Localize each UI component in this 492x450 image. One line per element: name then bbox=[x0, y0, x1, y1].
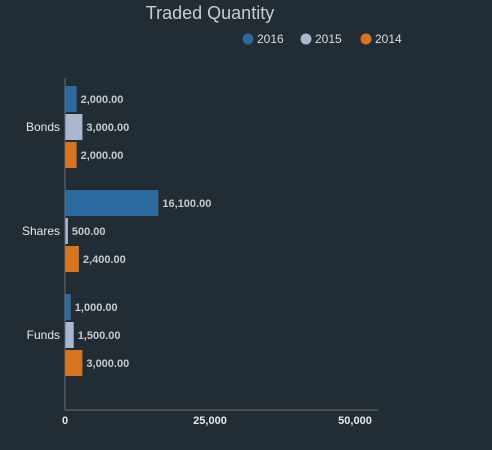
x-tick-label-0: 0 bbox=[62, 415, 68, 427]
data-label-bonds-2015: 3,000.00 bbox=[86, 122, 129, 134]
bar-funds-2015 bbox=[65, 322, 74, 348]
legend-label-2016: 2016 bbox=[257, 32, 284, 46]
data-label-shares-2014: 2,400.00 bbox=[83, 254, 126, 266]
data-label-funds-2015: 1,500.00 bbox=[78, 330, 121, 342]
legend-marker-2016 bbox=[242, 33, 254, 45]
data-label-funds-2016: 1,000.00 bbox=[75, 302, 118, 314]
data-label-bonds-2016: 2,000.00 bbox=[81, 94, 124, 106]
bar-shares-2014 bbox=[65, 246, 79, 272]
category-label-funds: Funds bbox=[27, 328, 60, 342]
x-tick-label-25000: 25,000 bbox=[193, 415, 227, 427]
bar-bonds-2014 bbox=[65, 142, 77, 168]
category-label-shares: Shares bbox=[22, 224, 60, 238]
x-tick-label-50000: 50,000 bbox=[338, 415, 372, 427]
data-label-bonds-2014: 2,000.00 bbox=[81, 150, 124, 162]
data-label-funds-2014: 3,000.00 bbox=[86, 358, 129, 370]
bar-shares-2015 bbox=[65, 218, 68, 244]
data-label-shares-2016: 16,100.00 bbox=[162, 198, 211, 210]
data-label-shares-2015: 500.00 bbox=[72, 226, 106, 238]
bar-bonds-2015 bbox=[65, 114, 83, 140]
bar-funds-2014 bbox=[65, 350, 83, 376]
category-label-bonds: Bonds bbox=[26, 120, 60, 134]
bar-shares-2016 bbox=[65, 190, 159, 216]
legend-label-2014: 2014 bbox=[375, 32, 402, 46]
legend-marker-2015 bbox=[300, 33, 312, 45]
legend: 2016 2015 2014 bbox=[242, 32, 402, 46]
plot-area: 2,000.00 3,000.00 2,000.00 Bonds 16,100.00 50… bbox=[22, 78, 378, 427]
bar-bonds-2016 bbox=[65, 86, 77, 112]
bar-funds-2016 bbox=[65, 294, 71, 320]
legend-marker-2014 bbox=[360, 33, 372, 45]
legend-label-2015: 2015 bbox=[315, 32, 342, 46]
chart-title: Traded Quantity bbox=[146, 3, 274, 23]
